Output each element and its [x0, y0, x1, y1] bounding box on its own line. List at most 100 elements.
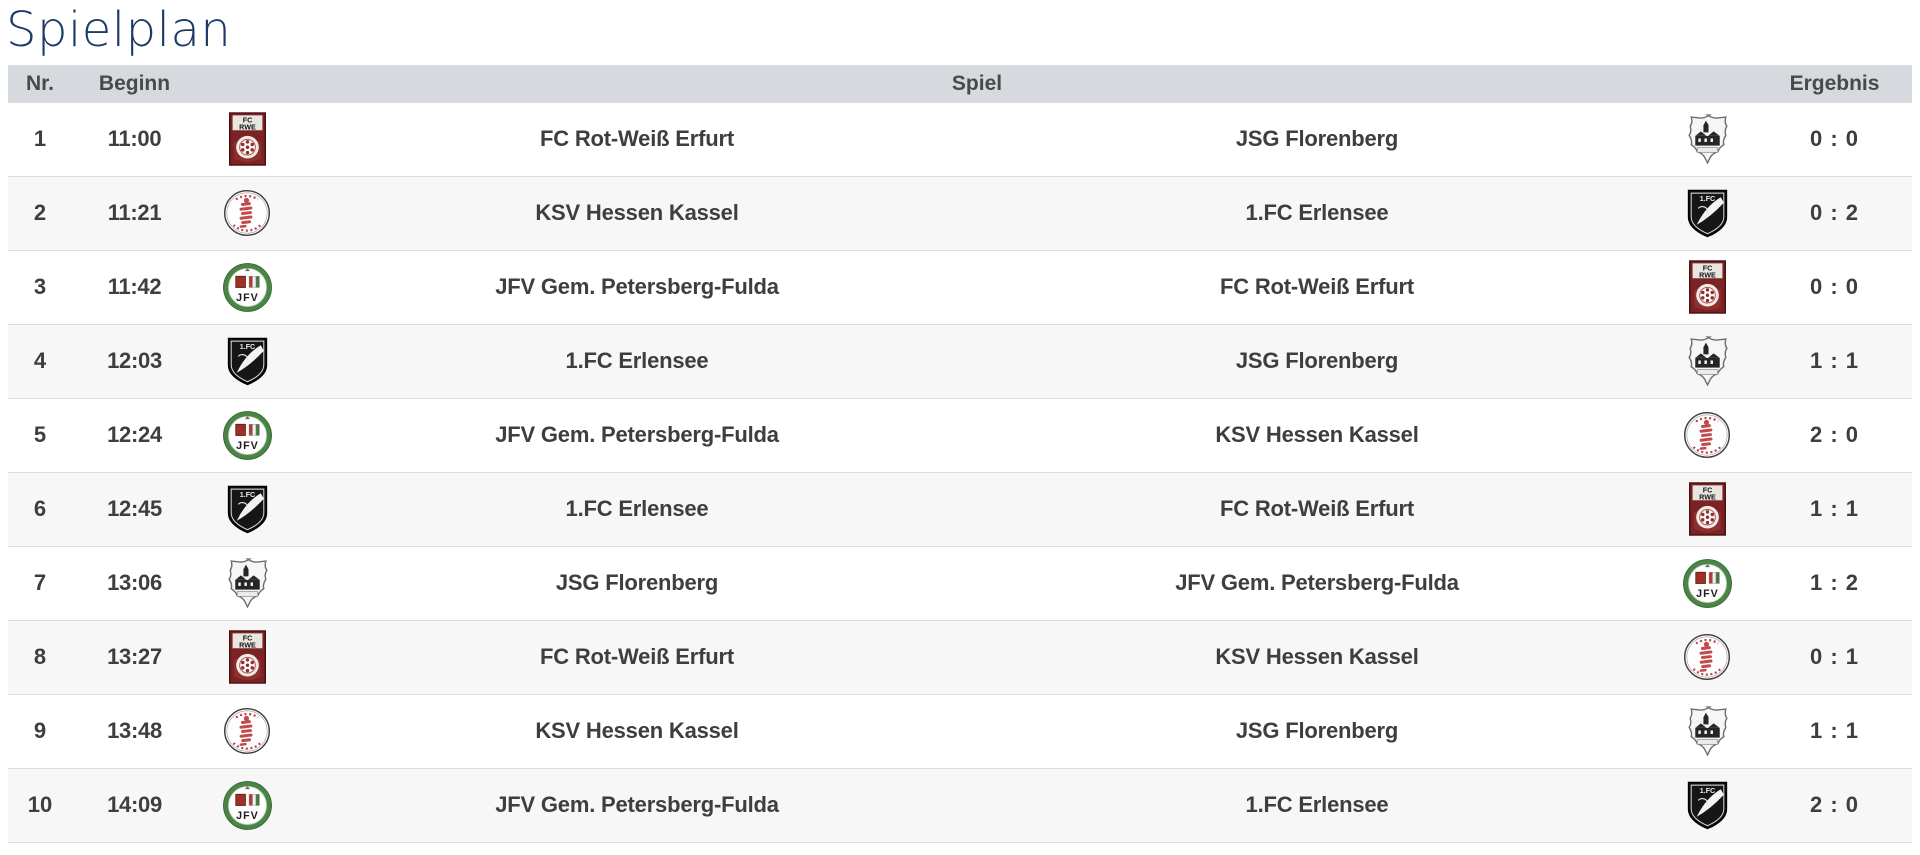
svg-text:RWE: RWE — [239, 123, 256, 132]
match-number: 8 — [33, 644, 47, 670]
away-team-crest: 1.FC — [1657, 177, 1757, 250]
svg-text:RWE: RWE — [1699, 271, 1716, 280]
away-team-crest — [1657, 621, 1757, 694]
home-team-name: FC Rot-Weiß Erfurt — [540, 126, 734, 152]
crest-hessen-kassel-icon — [1684, 412, 1730, 459]
crest-fc-erlensee-icon: 1.FC — [1687, 781, 1727, 830]
crest-jfv-petersberg-fulda-icon: JFV — [222, 780, 272, 830]
crest-rot-weiss-erfurt-icon: FC RWE — [1688, 260, 1726, 315]
header-nr: Nr. — [25, 71, 54, 95]
match-time: 12:03 — [107, 348, 162, 374]
match-score: 0 : 0 — [1809, 274, 1860, 300]
match-number: 9 — [33, 718, 47, 744]
match-row: 2 11:21 KSV Hessen Kassel 1.FC Erlensee … — [8, 176, 1912, 251]
home-team-name: JFV Gem. Petersberg-Fulda — [495, 274, 779, 300]
match-row: 4 12:03 1.FC 1.FC Erlensee JSG Florenber… — [8, 324, 1912, 399]
match-number: 4 — [33, 348, 47, 374]
match-score: 1 : 1 — [1809, 718, 1860, 744]
home-team-name: JFV Gem. Petersberg-Fulda — [495, 422, 779, 448]
away-team-crest — [1657, 399, 1757, 472]
svg-text:JFV: JFV — [1696, 588, 1719, 600]
home-team-crest: JFV — [197, 399, 297, 472]
match-time: 13:48 — [107, 718, 162, 744]
match-score: 0 : 0 — [1809, 126, 1860, 152]
crest-jsg-florenberg-icon — [1687, 336, 1728, 387]
match-number: 7 — [33, 570, 47, 596]
away-team-name: KSV Hessen Kassel — [1215, 422, 1419, 448]
crest-jsg-florenberg-icon — [227, 558, 268, 609]
away-team-name: FC Rot-Weiß Erfurt — [1220, 274, 1414, 300]
header-beginn: Beginn — [98, 71, 171, 95]
match-time: 12:24 — [107, 422, 162, 448]
away-team-name: FC Rot-Weiß Erfurt — [1220, 496, 1414, 522]
crest-jsg-florenberg-icon — [1687, 114, 1728, 165]
table-body: 1 11:00 FC RWE FC Rot-Weiß Erfurt JSG Fl… — [8, 102, 1912, 843]
crest-rot-weiss-erfurt-icon: FC RWE — [228, 112, 266, 167]
crest-fc-erlensee-icon: 1.FC — [1687, 189, 1727, 238]
svg-text:JFV: JFV — [236, 292, 259, 304]
svg-text:1.FC: 1.FC — [239, 343, 254, 351]
header-spiel: Spiel — [951, 71, 1003, 95]
svg-text:FC: FC — [242, 116, 252, 125]
match-row: 1 11:00 FC RWE FC Rot-Weiß Erfurt JSG Fl… — [8, 102, 1912, 177]
match-row: 6 12:45 1.FC 1.FC Erlensee FC Rot-Weiß E… — [8, 472, 1912, 547]
match-time: 11:00 — [107, 126, 162, 152]
svg-text:FC: FC — [1702, 264, 1712, 273]
match-row: 7 13:06 JSG Florenberg JFV Gem. Petersbe… — [8, 546, 1912, 621]
match-score: 1 : 2 — [1809, 570, 1860, 596]
match-number: 3 — [33, 274, 47, 300]
header-ergebnis: Ergebnis — [1789, 71, 1880, 95]
away-team-name: KSV Hessen Kassel — [1215, 644, 1419, 670]
away-team-crest — [1657, 695, 1757, 768]
table-header-row: Nr. Beginn Spiel Ergebnis — [8, 64, 1912, 103]
match-time: 11:21 — [107, 200, 162, 226]
svg-text:1.FC: 1.FC — [1699, 195, 1714, 203]
home-team-crest: 1.FC — [197, 325, 297, 398]
home-team-name: FC Rot-Weiß Erfurt — [540, 644, 734, 670]
away-team-name: 1.FC Erlensee — [1245, 792, 1389, 818]
match-time: 13:06 — [107, 570, 162, 596]
away-team-name: JSG Florenberg — [1235, 126, 1399, 152]
match-number: 5 — [33, 422, 47, 448]
crest-hessen-kassel-icon — [1684, 634, 1730, 681]
match-row: 8 13:27 FC RWE FC Rot-Weiß Erfurt KSV He… — [8, 620, 1912, 695]
home-team-crest: 1.FC — [197, 473, 297, 546]
home-team-crest — [197, 695, 297, 768]
away-team-name: JSG Florenberg — [1235, 348, 1399, 374]
match-row: 9 13:48 KSV Hessen Kassel JSG Florenberg — [8, 694, 1912, 769]
svg-text:1.FC: 1.FC — [239, 491, 254, 499]
match-number: 10 — [27, 792, 53, 818]
home-team-name: KSV Hessen Kassel — [535, 718, 739, 744]
crest-jfv-petersberg-fulda-icon: JFV — [222, 410, 272, 460]
match-time: 14:09 — [107, 792, 162, 818]
spielplan-page: Spielplan Nr. Beginn Spiel Ergebnis 1 11… — [0, 4, 1920, 843]
away-team-crest: 1.FC — [1657, 769, 1757, 842]
match-time: 11:42 — [107, 274, 162, 300]
page-title: Spielplan — [6, 2, 232, 58]
crest-jfv-petersberg-fulda-icon: JFV — [222, 262, 272, 312]
home-team-name: JSG Florenberg — [555, 570, 719, 596]
match-score: 2 : 0 — [1809, 422, 1860, 448]
svg-text:JFV: JFV — [236, 810, 259, 822]
svg-text:JFV: JFV — [236, 440, 259, 452]
away-team-crest — [1657, 103, 1757, 176]
match-row: 5 12:24 JFV JFV Gem. Petersberg-Fulda KS… — [8, 398, 1912, 473]
home-team-name: 1.FC Erlensee — [565, 348, 709, 374]
svg-text:FC: FC — [1702, 486, 1712, 495]
away-team-crest: FC RWE — [1657, 251, 1757, 324]
away-team-crest: FC RWE — [1657, 473, 1757, 546]
home-team-crest: JFV — [197, 251, 297, 324]
home-team-crest: JFV — [197, 769, 297, 842]
match-score: 1 : 1 — [1809, 348, 1860, 374]
match-time: 13:27 — [107, 644, 162, 670]
match-row: 3 11:42 JFV JFV Gem. Petersberg-Fulda FC… — [8, 250, 1912, 325]
home-team-crest: FC RWE — [197, 621, 297, 694]
svg-text:RWE: RWE — [239, 641, 256, 650]
match-score: 0 : 1 — [1809, 644, 1860, 670]
home-team-crest: FC RWE — [197, 103, 297, 176]
home-team-crest — [197, 177, 297, 250]
crest-jsg-florenberg-icon — [1687, 706, 1728, 757]
crest-hessen-kassel-icon — [224, 190, 270, 237]
schedule-table: Nr. Beginn Spiel Ergebnis 1 11:00 FC RWE… — [8, 64, 1912, 843]
home-team-name: 1.FC Erlensee — [565, 496, 709, 522]
